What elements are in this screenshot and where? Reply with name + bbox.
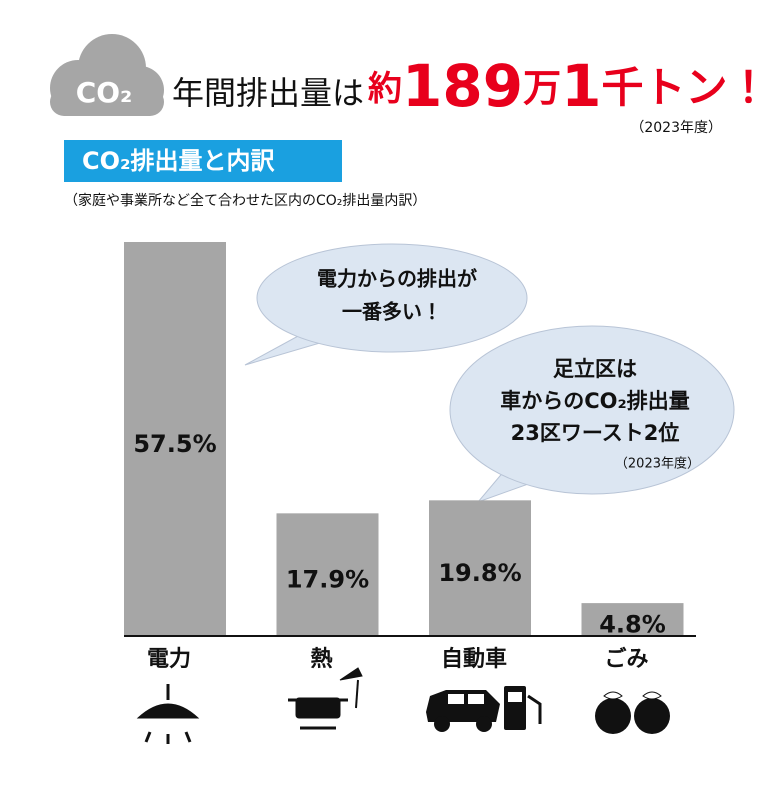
annotation-line: 足立区は [553,357,637,381]
bar [581,603,684,636]
annotation-line: 車からのCO₂排出量 [500,389,689,413]
annotation-note: （2023年度） [615,456,700,472]
annotation-line: 23区ワースト2位 [511,421,680,445]
category-label: 自動車 [441,646,507,672]
chart-title: CO₂排出量と内訳 [82,147,275,175]
headline-lead: 年間排出量は [172,74,364,112]
amount-part: 千トン！ [601,63,769,112]
headline-year: （2023年度） [630,120,722,136]
co2-cloud-icon [50,34,164,116]
bar [124,242,226,636]
value-label: 4.8% [599,611,666,639]
value-label: 57.5% [133,430,216,458]
amount-part: 万 [523,66,561,110]
title-box [64,140,342,182]
bar [429,500,531,636]
amount-part: 189 [402,52,523,120]
headline-amount: 約189万1千トン！ [368,52,769,120]
speech-bubble [244,243,735,504]
bars [124,242,684,636]
annotation-line: 電力からの排出が [317,267,477,291]
category-label: 熱 [310,646,332,672]
amount-part: 約 [368,69,402,109]
value-label: 17.9% [286,566,369,594]
category-label: 電力 [147,647,191,672]
annotation-line: 一番多い！ [342,300,442,324]
lamp-icon [136,684,200,744]
value-label: 19.8% [438,559,521,587]
amount-part: 1 [561,52,601,120]
car-icon [426,686,542,732]
fruit-icon [595,691,670,734]
pot-icon [288,667,363,730]
category-label: ごみ [604,646,648,672]
bar [276,513,379,636]
chart-subtitle: （家庭や事業所など全て合わせた区内のCO₂排出量内訳） [64,192,426,209]
icon-label: CO₂ [76,76,133,109]
